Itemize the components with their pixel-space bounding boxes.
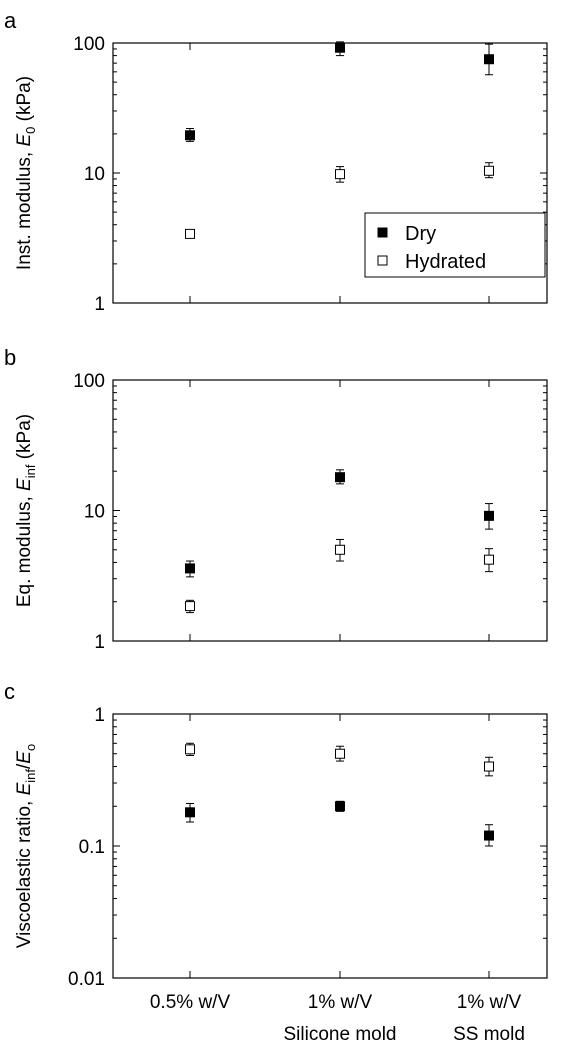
point-hydrated xyxy=(484,165,494,176)
x-tick-label: 0.5% w/V xyxy=(150,992,231,1013)
point-dry xyxy=(335,801,345,812)
y-axis-label: Viscoelastic ratio, Einf/Eo xyxy=(14,744,38,948)
y-tick-label: 100 xyxy=(73,34,105,55)
y-tick-label: 10 xyxy=(84,502,105,523)
point-dry xyxy=(335,472,345,483)
point-dry xyxy=(185,563,195,574)
point-hydrated xyxy=(185,228,195,239)
point-dry xyxy=(484,510,494,521)
point-hydrated xyxy=(185,744,195,755)
y-axis-label: Eq. modulus, Einf (kPa) xyxy=(14,414,38,607)
legend-label: Hydrated xyxy=(405,251,486,273)
panel-label: c xyxy=(4,679,15,704)
legend-marker-hydrated xyxy=(377,255,388,266)
y-axis-label: Inst. modulus, E0 (kPa) xyxy=(14,76,38,270)
legend-frame xyxy=(364,212,546,278)
x-tick-label: 1% w/V xyxy=(308,992,373,1013)
panel-c: c 0.01 0.1 1 Viscoelastic ratio, Einf/Eo 0.5%… xyxy=(4,679,548,1045)
point-hydrated xyxy=(484,554,494,565)
point-hydrated xyxy=(335,169,345,180)
y-tick-label: 100 xyxy=(73,371,105,392)
legend-marker-dry xyxy=(377,227,388,238)
point-dry xyxy=(484,830,494,841)
panel-b: b 1 10 100 Eq. modulus, Einf (kPa) xyxy=(4,345,548,653)
point-dry xyxy=(185,807,195,818)
x-tick-sublabel: SS mold xyxy=(453,1024,525,1045)
y-tick-label: 0.01 xyxy=(68,969,105,990)
panel-label: a xyxy=(4,8,17,33)
y-tick-label: 1 xyxy=(94,705,105,726)
point-hydrated xyxy=(185,601,195,612)
point-hydrated xyxy=(335,544,345,555)
y-tick-label: 1 xyxy=(94,632,105,653)
x-tick-label: 1% w/V xyxy=(457,992,522,1013)
y-tick-label: 10 xyxy=(84,164,105,185)
point-dry xyxy=(335,42,345,53)
x-tick-sublabel: Silicone mold xyxy=(284,1024,397,1045)
point-dry xyxy=(484,54,494,65)
panel-a: a 1 10 100 Inst. modulus, E0 (kPa) Dry Hydrate… xyxy=(4,8,548,315)
legend-label: Dry xyxy=(405,223,436,245)
point-hydrated xyxy=(484,761,494,772)
plot-frame xyxy=(112,379,548,642)
panel-label: b xyxy=(4,345,16,370)
point-hydrated xyxy=(335,748,345,759)
point-dry xyxy=(185,130,195,141)
y-tick-label: 0.1 xyxy=(79,837,105,858)
plot-frame xyxy=(112,713,548,979)
y-tick-label: 1 xyxy=(94,294,105,315)
legend: Dry Hydrated xyxy=(364,212,546,278)
